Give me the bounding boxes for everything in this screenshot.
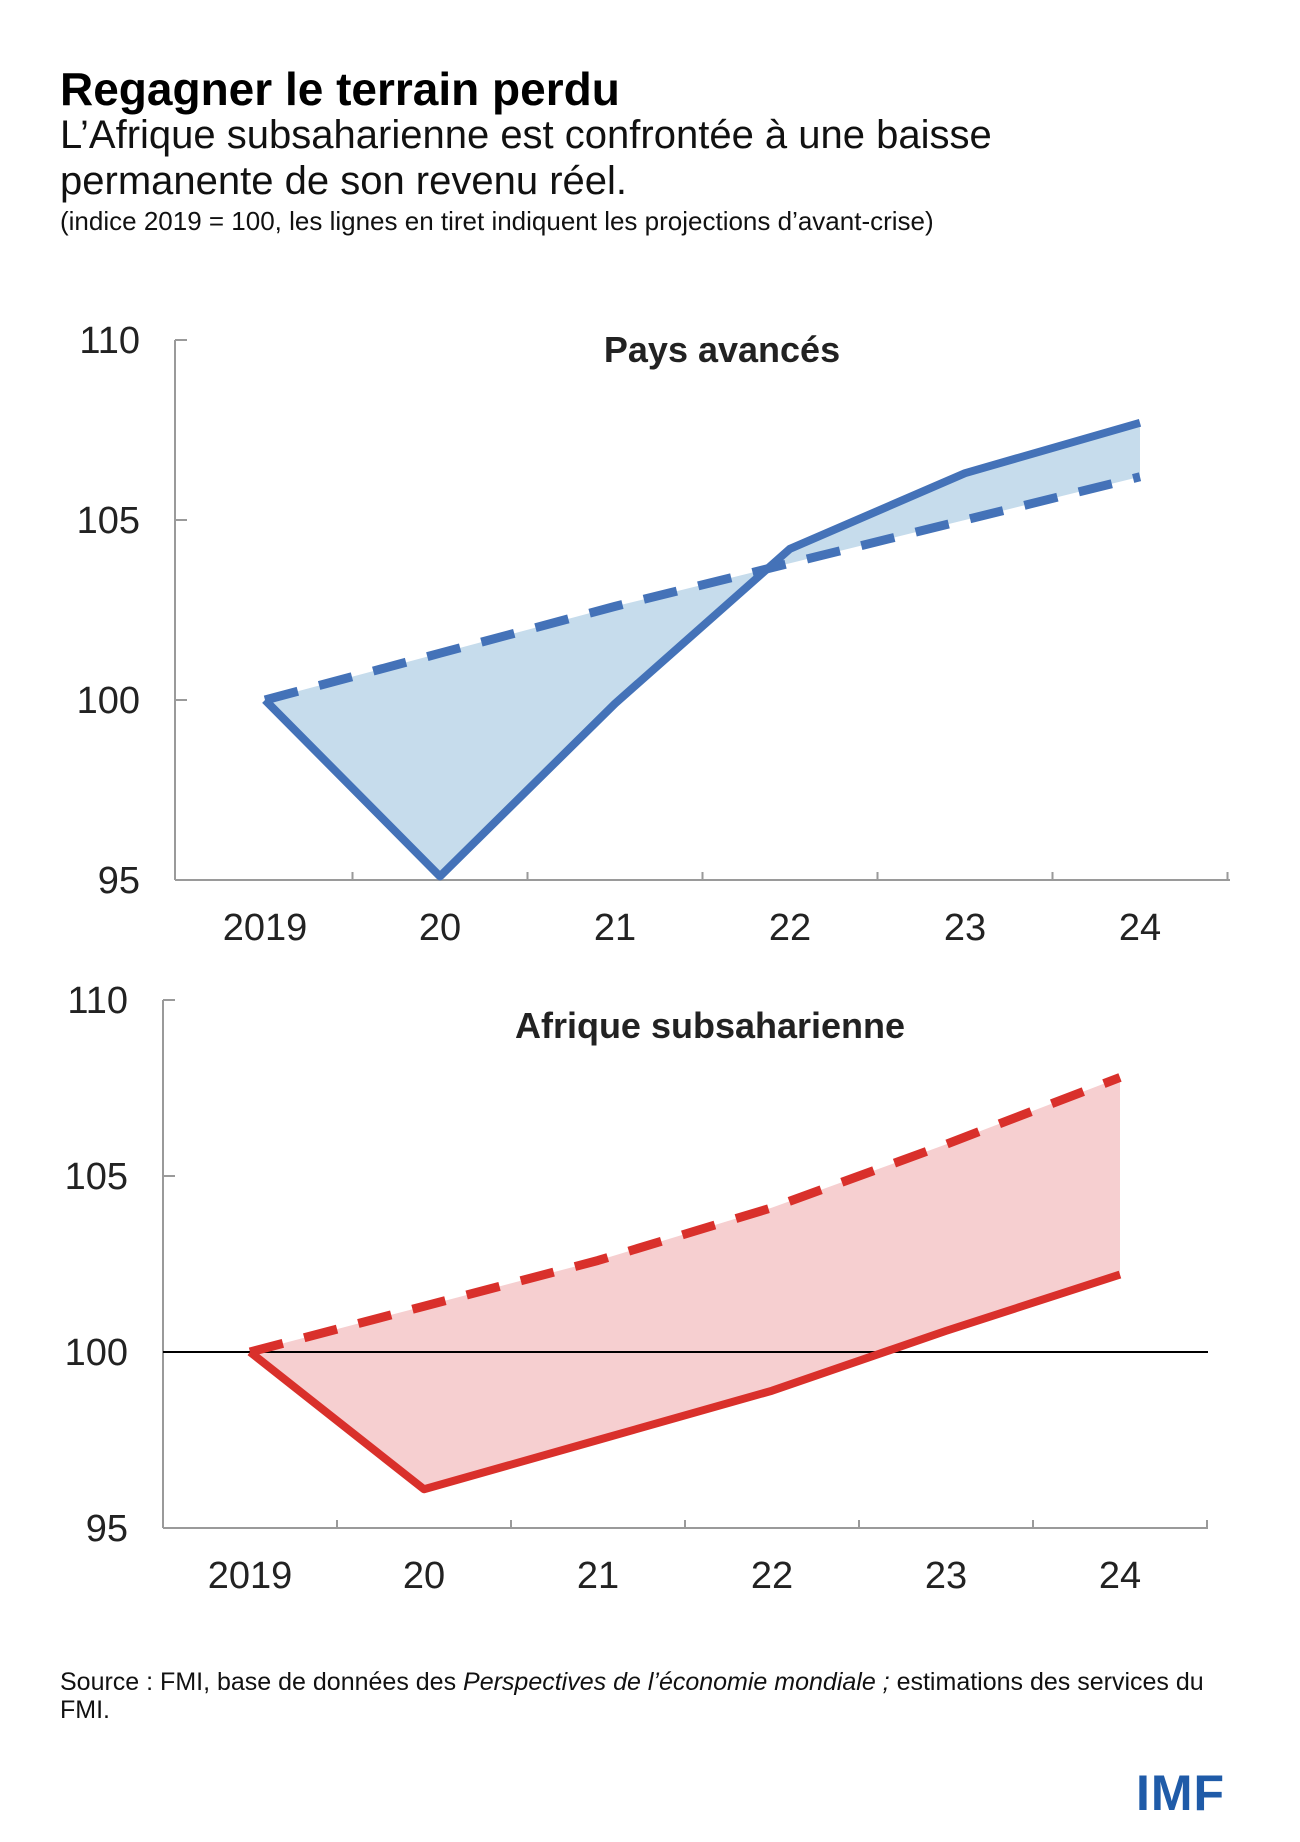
x-tick-label: 24 xyxy=(1119,907,1161,949)
x-tick-label: 23 xyxy=(944,907,986,949)
source-prefix: Source : FMI, base de données des xyxy=(60,1668,464,1696)
source-suffix: estimations des services du FMI. xyxy=(60,1668,1204,1724)
gap-shading xyxy=(265,422,1140,877)
y-tick-label: 105 xyxy=(77,500,140,542)
panel-title: Afrique subsaharienne xyxy=(515,1005,905,1046)
y-tick-label: 110 xyxy=(67,980,128,1022)
y-tick-label: 95 xyxy=(86,1508,128,1550)
x-tick-label: 23 xyxy=(925,1555,967,1597)
series-line-solid xyxy=(247,1270,1122,1494)
x-tick-label: 21 xyxy=(577,1555,619,1597)
y-tick-label: 100 xyxy=(65,1332,128,1374)
chart-title: Regagner le terrain perdu xyxy=(60,63,620,115)
chart-pays-avances: 110 105 100 95 2019 20 21 22 23 24 Pays avancés xyxy=(77,320,1230,949)
source-note: Source : FMI, base de données des Perspe… xyxy=(60,1668,1250,1724)
y-tick-label: 95 xyxy=(98,860,140,902)
y-tick-label: 105 xyxy=(65,1156,128,1198)
y-tick-label: 110 xyxy=(79,320,140,362)
chart-note: (indice 2019 = 100, les lignes en tiret … xyxy=(60,206,934,236)
series-line-dashed xyxy=(248,1073,1122,1357)
x-tick-label: 2019 xyxy=(223,907,308,949)
series-line-dashed xyxy=(263,472,1142,705)
series-line-solid xyxy=(262,418,1142,881)
y-tick-label: 100 xyxy=(77,680,140,722)
source-publication: Perspectives de l’économie mondiale ; xyxy=(463,1668,890,1696)
imf-logo: IMF xyxy=(1136,1765,1226,1821)
chart-subtitle: L’Afrique subsaharienne est confrontée à… xyxy=(60,113,992,203)
panel-title: Pays avancés xyxy=(604,329,840,370)
chart-afrique-subsaharienne: 110 105 100 95 2019 20 21 22 23 24 Afrique subsaha… xyxy=(65,980,1208,1597)
x-tick-label: 2019 xyxy=(208,1555,293,1597)
x-tick-label: 22 xyxy=(769,907,811,949)
gap-shading xyxy=(250,1077,1120,1490)
x-tick-label: 22 xyxy=(751,1555,793,1597)
x-tick-label: 20 xyxy=(403,1555,445,1597)
x-tick-label: 24 xyxy=(1099,1555,1141,1597)
x-tick-label: 21 xyxy=(594,907,636,949)
x-tick-label: 20 xyxy=(419,907,461,949)
